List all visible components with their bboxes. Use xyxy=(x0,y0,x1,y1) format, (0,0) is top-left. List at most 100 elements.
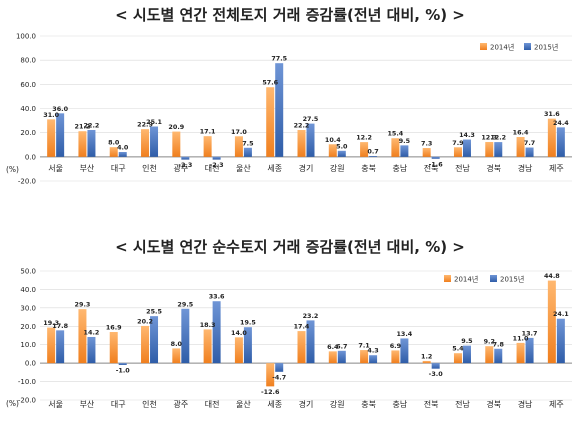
legend-label-2015: 2015년 xyxy=(500,275,524,284)
bar-2014 xyxy=(422,360,431,364)
x-category-label: 경북 xyxy=(486,163,501,173)
chart-title: < 시도별 연간 순수토지 거래 증감률(전년 대비, %) > xyxy=(115,238,465,256)
unit-label: (%) xyxy=(6,165,19,174)
data-label: 9.5 xyxy=(461,337,472,345)
bar-2015 xyxy=(118,363,127,365)
data-label: 36.0 xyxy=(52,105,68,113)
x-category-label: 광주 xyxy=(173,399,188,409)
data-label: 17.1 xyxy=(200,128,216,136)
y-tick-label: 20.0 xyxy=(20,129,36,137)
bar-2015 xyxy=(87,130,96,157)
data-label: 33.6 xyxy=(209,293,225,301)
bar-2015 xyxy=(462,345,471,364)
data-label: 16.4 xyxy=(513,129,529,137)
bar-2014 xyxy=(234,136,243,157)
data-label: 14.3 xyxy=(459,131,475,139)
data-label: 25.5 xyxy=(146,308,162,316)
bar-2014 xyxy=(141,129,150,157)
legend-swatch-2015 xyxy=(524,43,531,50)
bar-2014 xyxy=(516,342,525,364)
legend-swatch-2014 xyxy=(444,275,451,282)
x-category-label: 세종 xyxy=(267,164,282,173)
x-category-label: 세종 xyxy=(267,400,282,409)
x-category-label: 전북 xyxy=(424,399,439,409)
x-category-label: 제주 xyxy=(549,164,564,173)
y-tick-label: -20.0 xyxy=(18,397,36,405)
data-label: 8.0 xyxy=(108,139,120,147)
bar-2014 xyxy=(78,131,87,157)
bar-2015 xyxy=(369,355,378,364)
bar-2014 xyxy=(360,142,369,157)
bar-2014 xyxy=(47,119,56,157)
x-category-label: 경기 xyxy=(299,399,314,409)
data-label: 21.2 xyxy=(75,123,91,131)
data-label: 1.2 xyxy=(421,352,432,360)
x-category-label: 울산 xyxy=(236,163,251,173)
data-label: -2.3 xyxy=(210,161,224,169)
bar-2015 xyxy=(306,123,315,157)
data-label: 0.7 xyxy=(367,147,378,155)
x-category-label: 경남 xyxy=(518,163,533,173)
x-category-label: 전남 xyxy=(455,399,470,409)
data-label: 14.2 xyxy=(84,328,100,336)
chart-title: < 시도별 연간 전체토지 거래 증감률(전년 대비, %) > xyxy=(115,6,465,24)
data-label: 19.3 xyxy=(43,319,59,327)
y-tick-label: 0.0 xyxy=(25,360,36,368)
data-label: 77.5 xyxy=(271,55,287,63)
data-label: 6.7 xyxy=(336,342,347,350)
data-label: 22.2 xyxy=(294,122,310,130)
bar-2014 xyxy=(109,147,118,157)
data-label: 24.1 xyxy=(553,310,569,318)
data-label: 7.5 xyxy=(242,139,253,147)
bar-2015 xyxy=(212,156,221,160)
bar-2015 xyxy=(337,150,346,157)
bar-2015 xyxy=(556,318,565,364)
data-label: 6.4 xyxy=(327,343,339,351)
bar-2014 xyxy=(453,353,462,364)
data-label: 8.0 xyxy=(171,340,183,348)
data-label: 4.3 xyxy=(367,347,378,355)
legend-swatch-2015 xyxy=(490,275,497,282)
data-label: 7.1 xyxy=(358,342,369,350)
x-category-label: 서울 xyxy=(48,400,63,409)
bar-2015 xyxy=(56,330,65,364)
bar-2014 xyxy=(547,280,556,364)
bar-2014 xyxy=(547,118,556,157)
bar-2015 xyxy=(150,316,159,364)
bar-2014 xyxy=(297,130,306,157)
x-category-label: 서울 xyxy=(48,164,63,173)
x-category-label: 부산 xyxy=(80,163,95,173)
y-tick-label: 10.0 xyxy=(20,341,36,349)
data-label: 4.0 xyxy=(117,144,129,152)
unit-label: (%) xyxy=(6,399,19,408)
bar-2015 xyxy=(431,363,440,369)
bar-2014 xyxy=(328,144,337,157)
legend-swatch-2014 xyxy=(480,43,487,50)
bar-2015 xyxy=(556,127,565,157)
data-label: 20.9 xyxy=(168,123,184,131)
chart-total-land: < 시도별 연간 전체토지 거래 증감률(전년 대비, %) > (%) 201… xyxy=(6,6,572,186)
data-label: -1.6 xyxy=(429,160,444,168)
bar-2014 xyxy=(266,363,275,387)
data-label: -4.7 xyxy=(272,373,286,381)
data-label: 5.0 xyxy=(336,142,348,150)
x-category-label: 강원 xyxy=(330,399,345,409)
chart-pure-land: < 시도별 연간 순수토지 거래 증감률(전년 대비, %) > (%) 201… xyxy=(6,238,572,409)
x-category-label: 경남 xyxy=(518,399,533,409)
bar-2014 xyxy=(516,137,525,157)
bar-2014 xyxy=(109,331,118,364)
x-category-label: 인천 xyxy=(142,163,157,173)
x-category-label: 인천 xyxy=(142,399,157,409)
legend-label-2014: 2014년 xyxy=(454,275,478,284)
data-label: 57.6 xyxy=(262,79,278,87)
bar-2014 xyxy=(485,346,494,364)
data-label: 16.9 xyxy=(106,323,122,331)
data-label: 14.0 xyxy=(231,329,247,337)
data-label: 13.4 xyxy=(396,330,412,338)
bar-2014 xyxy=(266,87,275,157)
data-label: 22.2 xyxy=(84,122,100,130)
bar-2015 xyxy=(212,301,221,364)
bar-2014 xyxy=(203,136,212,157)
bar-2014 xyxy=(234,337,243,364)
x-category-label: 경기 xyxy=(299,163,314,173)
